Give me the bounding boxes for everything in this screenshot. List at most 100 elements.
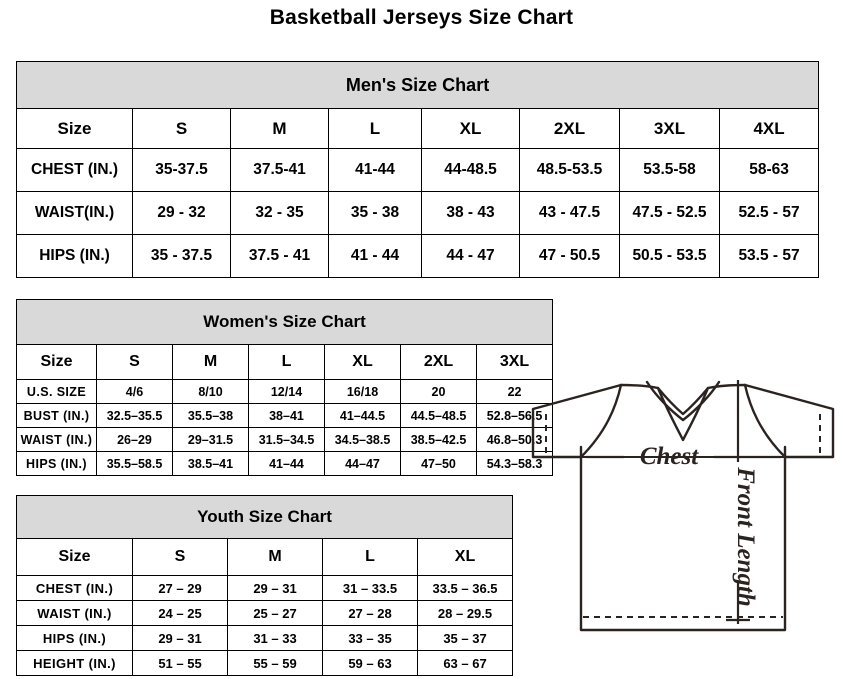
youth-height-s: 51 – 55 bbox=[132, 650, 228, 676]
womens-ussize-3xl: 22 bbox=[475, 379, 554, 404]
womens-table-header-row: Size S M L XL 2XL 3XL bbox=[16, 344, 554, 380]
jersey-outline-group bbox=[531, 380, 835, 632]
jersey-measurement-diagram: Chest Front Length bbox=[528, 352, 838, 662]
mens-chest-s: 35-37.5 bbox=[132, 148, 231, 192]
womens-ussize-s: 4/6 bbox=[96, 379, 173, 404]
youth-table-title: Youth Size Chart bbox=[15, 495, 514, 539]
youth-hips-s: 29 – 31 bbox=[132, 625, 228, 651]
womens-hips-2xl: 47–50 bbox=[400, 451, 477, 476]
table-row: CHEST (IN.) 35-37.5 37.5-41 41-44 44-48.… bbox=[16, 148, 820, 192]
table-row: WAIST (IN.) 26–29 29–31.5 31.5–34.5 34.5… bbox=[16, 427, 554, 452]
womens-table-title: Women's Size Chart bbox=[15, 299, 554, 345]
mens-size-header-l: L bbox=[328, 108, 422, 149]
mens-chest-3xl: 53.5-58 bbox=[619, 148, 720, 192]
table-row: HEIGHT (IN.) 51 – 55 55 – 59 59 – 63 63 … bbox=[16, 650, 514, 676]
table-row: U.S. SIZE 4/6 8/10 12/14 16/18 20 22 bbox=[16, 379, 554, 404]
mens-hips-m: 37.5 - 41 bbox=[230, 234, 329, 278]
mens-hips-l: 41 - 44 bbox=[328, 234, 422, 278]
youth-waist-l: 27 – 28 bbox=[322, 600, 418, 626]
womens-hips-3xl: 54.3–58.3 bbox=[475, 451, 554, 476]
womens-row-label-waist: WAIST (IN.) bbox=[16, 427, 97, 452]
mens-size-header-xl: XL bbox=[421, 108, 520, 149]
left-armhole bbox=[579, 383, 623, 459]
table-row: WAIST (IN.) 24 – 25 25 – 27 27 – 28 28 –… bbox=[16, 600, 514, 626]
womens-waist-3xl: 46.8–50.3 bbox=[475, 427, 554, 452]
youth-waist-xl: 28 – 29.5 bbox=[416, 600, 514, 626]
womens-table-title-row: Women's Size Chart bbox=[15, 299, 554, 345]
youth-waist-s: 24 – 25 bbox=[132, 600, 228, 626]
mens-size-header-s: S bbox=[132, 108, 231, 149]
table-row: HIPS (IN.) 35 - 37.5 37.5 - 41 41 - 44 4… bbox=[16, 234, 820, 278]
mens-waist-m: 32 - 35 bbox=[230, 191, 329, 235]
womens-hips-xl: 44–47 bbox=[324, 451, 401, 476]
youth-hips-m: 31 – 33 bbox=[227, 625, 323, 651]
youth-waist-m: 25 – 27 bbox=[227, 600, 323, 626]
mens-size-label: Size bbox=[16, 108, 133, 149]
mens-size-header-4xl: 4XL bbox=[718, 108, 820, 149]
womens-ussize-2xl: 20 bbox=[400, 379, 477, 404]
right-armhole bbox=[743, 383, 787, 459]
womens-bust-xl: 41–44.5 bbox=[324, 403, 401, 428]
womens-hips-s: 35.5–58.5 bbox=[96, 451, 173, 476]
table-row: BUST (IN.) 32.5–35.5 35.5–38 38–41 41–44… bbox=[16, 403, 554, 428]
womens-hips-m: 38.5–41 bbox=[172, 451, 249, 476]
mens-waist-2xl: 43 - 47.5 bbox=[519, 191, 620, 235]
mens-row-label-waist: WAIST(IN.) bbox=[16, 191, 133, 235]
page-title: Basketball Jerseys Size Chart bbox=[269, 6, 574, 29]
mens-hips-2xl: 47 - 50.5 bbox=[519, 234, 620, 278]
youth-size-chart-table: Youth Size Chart Size S M L XL CHEST (IN… bbox=[15, 495, 514, 676]
mens-chest-m: 37.5-41 bbox=[230, 148, 329, 192]
womens-waist-s: 26–29 bbox=[96, 427, 173, 452]
collar-band-inner bbox=[656, 386, 710, 416]
youth-chest-m: 29 – 31 bbox=[227, 575, 323, 601]
mens-table-title: Men's Size Chart bbox=[15, 61, 820, 109]
womens-row-label-us-size: U.S. SIZE bbox=[16, 379, 97, 404]
table-row: WAIST(IN.) 29 - 32 32 - 35 35 - 38 38 - … bbox=[16, 191, 820, 235]
womens-size-header-3xl: 3XL bbox=[475, 344, 554, 380]
youth-row-label-waist: WAIST (IN.) bbox=[16, 600, 133, 626]
youth-size-header-s: S bbox=[132, 538, 228, 576]
youth-chest-xl: 33.5 – 36.5 bbox=[416, 575, 514, 601]
mens-chest-l: 41-44 bbox=[328, 148, 422, 192]
womens-bust-2xl: 44.5–48.5 bbox=[400, 403, 477, 428]
womens-ussize-xl: 16/18 bbox=[324, 379, 401, 404]
mens-waist-xl: 38 - 43 bbox=[421, 191, 520, 235]
mens-hips-xl: 44 - 47 bbox=[421, 234, 520, 278]
mens-waist-l: 35 - 38 bbox=[328, 191, 422, 235]
womens-bust-s: 32.5–35.5 bbox=[96, 403, 173, 428]
youth-hips-xl: 35 – 37 bbox=[416, 625, 514, 651]
womens-bust-l: 38–41 bbox=[248, 403, 325, 428]
mens-hips-3xl: 50.5 - 53.5 bbox=[619, 234, 720, 278]
youth-row-label-height: HEIGHT (IN.) bbox=[16, 650, 133, 676]
womens-ussize-l: 12/14 bbox=[248, 379, 325, 404]
youth-size-header-xl: XL bbox=[416, 538, 514, 576]
chest-label: Chest bbox=[640, 443, 699, 470]
mens-row-label-hips: HIPS (IN.) bbox=[16, 234, 133, 278]
youth-size-label: Size bbox=[16, 538, 133, 576]
youth-row-label-chest: CHEST (IN.) bbox=[16, 575, 133, 601]
mens-size-header-m: M bbox=[230, 108, 329, 149]
body-outline bbox=[579, 455, 787, 632]
mens-hips-4xl: 53.5 - 57 bbox=[718, 234, 820, 278]
mens-waist-s: 29 - 32 bbox=[132, 191, 231, 235]
womens-waist-xl: 34.5–38.5 bbox=[324, 427, 401, 452]
womens-size-header-2xl: 2XL bbox=[400, 344, 477, 380]
table-row: HIPS (IN.) 29 – 31 31 – 33 33 – 35 35 – … bbox=[16, 625, 514, 651]
mens-chest-4xl: 58-63 bbox=[718, 148, 820, 192]
table-row: HIPS (IN.) 35.5–58.5 38.5–41 41–44 44–47… bbox=[16, 451, 554, 476]
womens-waist-2xl: 38.5–42.5 bbox=[400, 427, 477, 452]
youth-height-l: 59 – 63 bbox=[322, 650, 418, 676]
left-sleeve-outline bbox=[531, 383, 623, 459]
front-length-measure-line bbox=[726, 380, 750, 624]
mens-hips-s: 35 - 37.5 bbox=[132, 234, 231, 278]
youth-height-xl: 63 – 67 bbox=[416, 650, 514, 676]
youth-row-label-hips: HIPS (IN.) bbox=[16, 625, 133, 651]
womens-size-chart-table: Women's Size Chart Size S M L XL 2XL 3XL… bbox=[15, 299, 554, 476]
youth-size-header-m: M bbox=[227, 538, 323, 576]
youth-table-title-row: Youth Size Chart bbox=[15, 495, 514, 539]
v-neck-opening bbox=[645, 380, 721, 422]
womens-size-header-s: S bbox=[96, 344, 173, 380]
youth-size-header-l: L bbox=[322, 538, 418, 576]
mens-row-label-chest: CHEST (IN.) bbox=[16, 148, 133, 192]
womens-row-label-hips: HIPS (IN.) bbox=[16, 451, 97, 476]
